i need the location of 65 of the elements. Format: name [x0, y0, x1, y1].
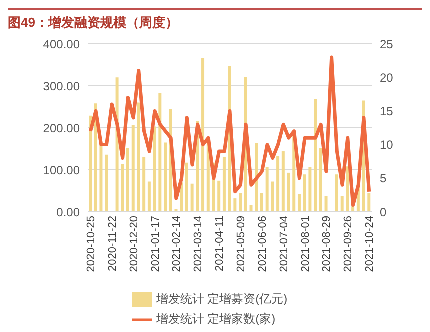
bar [121, 164, 124, 212]
bar [137, 102, 140, 212]
x-tick-label: 2021-08-01 [300, 216, 312, 272]
bar [132, 125, 135, 212]
bar [303, 174, 306, 212]
bar [287, 172, 290, 212]
bar [234, 198, 237, 212]
x-tick-label: 2021-09-26 [342, 216, 355, 272]
x-tick-label: 2020-11-22 [106, 216, 119, 272]
bar [158, 93, 162, 212]
x-tick-label: 2021-05-09 [236, 216, 248, 272]
line-series [88, 56, 372, 208]
bar [314, 99, 318, 212]
bar [276, 156, 280, 212]
x-tick-label: 2020-10-25 [85, 216, 98, 272]
bar [260, 193, 264, 212]
x-tick-label: 2021-02-14 [171, 216, 184, 272]
bar [282, 152, 285, 212]
bar [142, 156, 146, 212]
bar [105, 154, 108, 212]
legend-label: 增发统计 定增家数(家) [156, 312, 276, 326]
x-tick-label: 2021-06-06 [256, 216, 269, 272]
y2-tick-label: 10 [380, 138, 394, 152]
bar [368, 193, 371, 212]
bar [340, 196, 344, 212]
bar [164, 142, 168, 212]
bar [298, 194, 301, 212]
bar [185, 162, 188, 212]
y-tick-label: 300.00 [43, 79, 80, 94]
bar [202, 58, 205, 212]
legend-label: 增发统计 定增募资(亿元) [156, 292, 288, 306]
y2-tick-label: 25 [380, 37, 394, 52]
bar [222, 156, 226, 212]
y-tick-label: 200.00 [43, 121, 80, 136]
y2-tick-label: 0 [380, 205, 387, 220]
bar [89, 116, 92, 212]
bar [271, 182, 274, 212]
bar [308, 167, 312, 212]
x-tick-label: 2021-01-17 [150, 216, 162, 272]
bar [255, 144, 258, 212]
y-tick-label: 400.00 [43, 37, 80, 52]
bar [266, 167, 269, 212]
bar [335, 174, 338, 212]
bar [239, 193, 242, 212]
bar [126, 148, 130, 212]
bar [346, 166, 350, 212]
bar [324, 196, 328, 212]
chart-title: 图49：增发融资规模（周度） [8, 8, 422, 34]
bar [153, 126, 156, 212]
y-tick-label: 100.00 [43, 163, 80, 178]
x-tick-label: 2021-03-14 [192, 216, 205, 272]
y2-tick-label: 20 [380, 70, 394, 85]
bar [218, 180, 221, 212]
x-tick-label: 2021-07-04 [278, 216, 290, 272]
y2-tick-label: 5 [380, 172, 387, 186]
x-tick-label: 2021-10-24 [364, 216, 376, 272]
bar [100, 144, 103, 212]
y-tick-label: 0.00 [56, 205, 80, 220]
bar [148, 182, 151, 212]
x-tick-label: 2021-08-29 [321, 216, 334, 272]
bar [190, 184, 194, 212]
y2-tick-label: 15 [380, 104, 394, 118]
x-tick-label: 2021-04-11 [214, 216, 226, 272]
bar [319, 148, 322, 212]
x-tick-label: 2020-12-20 [128, 216, 140, 272]
